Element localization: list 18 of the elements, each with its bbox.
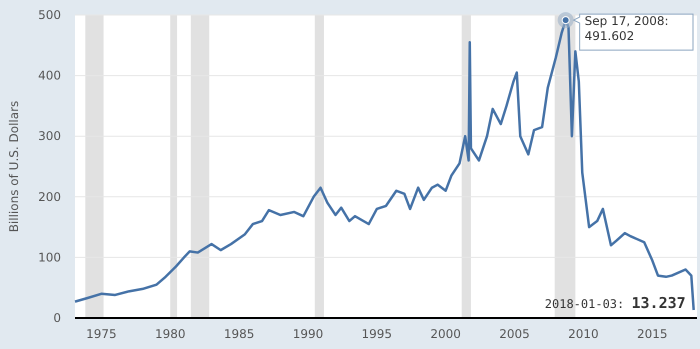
y-tick-label: 100 — [38, 250, 61, 264]
x-tick-label: 2015 — [637, 327, 668, 341]
y-tick-label: 500 — [38, 8, 61, 22]
x-tick-label: 2000 — [430, 327, 461, 341]
annotation: 2018-01-03: 13.237 — [544, 294, 686, 312]
y-axis-title: Billions of U.S. Dollars — [7, 100, 21, 232]
y-tick-label: 400 — [38, 68, 61, 83]
x-tick-label: 2010 — [568, 327, 599, 341]
x-tick-label: 2005 — [499, 327, 530, 341]
y-tick-label: 300 — [38, 129, 61, 144]
x-tick-label: 1995 — [362, 327, 392, 341]
x-tick-label: 1980 — [154, 327, 186, 341]
y-tick-label: 200 — [38, 190, 61, 204]
annotation: Sep 17, 2008: 491.602 — [584, 14, 669, 44]
x-tick-label: 1990 — [292, 327, 324, 341]
x-tick-label: 1985 — [224, 327, 254, 341]
x-tick-label: 1975 — [86, 327, 117, 341]
y-tick-label: 0 — [53, 311, 61, 325]
